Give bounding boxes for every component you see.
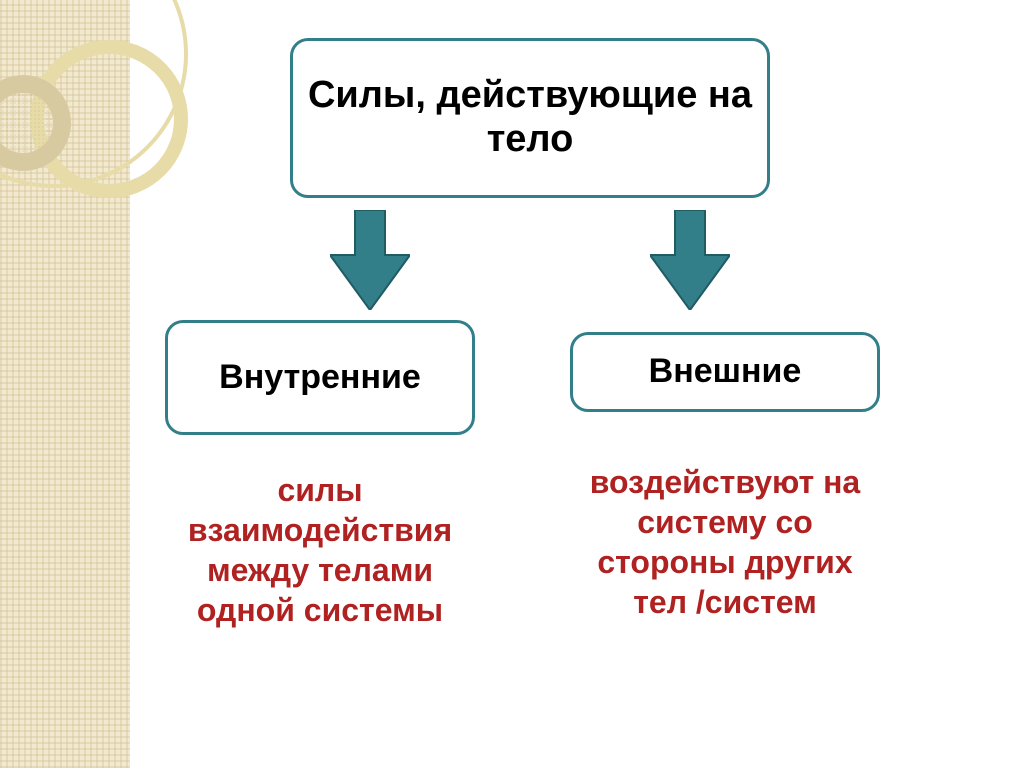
left-description: силы взаимодействия между телами одной с… [165, 470, 475, 630]
left-node-label: Внутренние [219, 358, 421, 397]
corner-ornament [0, 0, 180, 180]
arrow-left [330, 210, 410, 310]
arrow-right [650, 210, 730, 310]
left-node: Внутренние [165, 320, 475, 435]
root-node: Силы, действующие на тело [290, 38, 770, 198]
right-node: Внешние [570, 332, 880, 412]
root-node-label: Силы, действующие на тело [307, 74, 753, 161]
right-node-label: Внешние [649, 352, 802, 391]
right-description: воздействуют на систему со стороны други… [570, 462, 880, 622]
